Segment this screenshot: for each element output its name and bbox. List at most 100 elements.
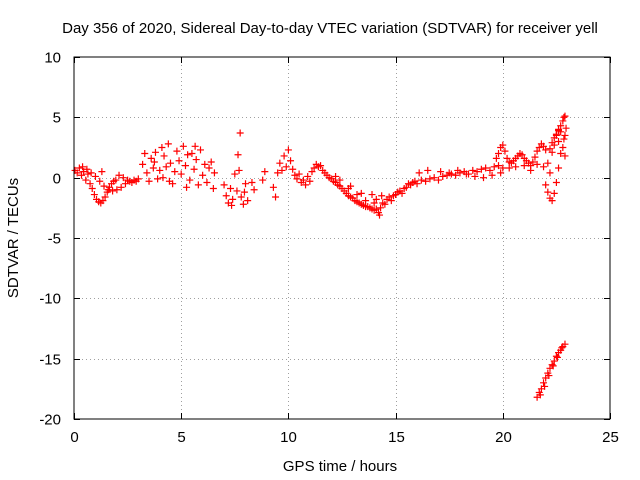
data-point [210, 169, 218, 177]
x-tick-labels: 0 5 10 15 20 25 [70, 429, 619, 446]
data-point [370, 199, 378, 207]
data-point [503, 154, 511, 162]
data-point [196, 146, 204, 154]
x-tick-label: 25 [602, 429, 619, 446]
data-point [445, 169, 453, 177]
data-point [207, 158, 215, 166]
data-point [151, 148, 159, 156]
data-point [164, 140, 172, 148]
data-point [240, 188, 248, 196]
data-point [87, 169, 95, 177]
data-point [192, 156, 200, 164]
data-point [82, 176, 90, 184]
x-tick-label: 20 [495, 429, 512, 446]
data-point [73, 169, 81, 177]
data-point [220, 181, 228, 189]
data-point [495, 162, 503, 170]
data-point [173, 147, 181, 155]
data-point [560, 135, 568, 143]
data-point [145, 177, 153, 185]
data-point [229, 195, 237, 203]
data-point [544, 159, 552, 167]
data-point [430, 174, 438, 182]
data-point [531, 153, 539, 161]
data-point [139, 160, 147, 168]
data-point [557, 122, 565, 130]
data-point [276, 159, 284, 167]
data-point [233, 187, 241, 195]
data-point [332, 172, 340, 180]
data-point [552, 352, 560, 360]
data-point [205, 164, 213, 172]
data-point [100, 182, 108, 190]
data-point [235, 166, 243, 174]
data-point [124, 176, 132, 184]
data-point [499, 164, 507, 172]
data-point [91, 172, 99, 180]
data-point [158, 144, 166, 151]
data-point [368, 191, 376, 199]
data-point [381, 200, 389, 208]
data-point [287, 157, 295, 165]
data-point [259, 176, 267, 184]
data-point [177, 170, 185, 178]
data-point [480, 174, 488, 182]
data-point [280, 152, 288, 160]
data-point [413, 180, 421, 188]
data-point [385, 193, 393, 201]
data-point [347, 182, 355, 190]
data-point [372, 195, 380, 203]
data-point [184, 151, 192, 159]
data-point [505, 164, 513, 172]
data-point [96, 177, 104, 185]
data-point [559, 117, 567, 125]
grid-lines [74, 57, 610, 419]
data-point [121, 180, 129, 188]
data-point [562, 124, 570, 132]
data-point [402, 183, 410, 191]
data-point [473, 168, 481, 176]
data-point [353, 191, 361, 199]
data-point [222, 192, 230, 200]
x-axis-label: GPS time / hours [283, 458, 397, 475]
y-tick-label: -20 [39, 412, 61, 429]
data-point [150, 158, 158, 166]
data-point [552, 131, 560, 139]
data-point [175, 157, 183, 165]
data-point [452, 171, 460, 179]
data-point [536, 391, 544, 399]
data-point [310, 164, 318, 172]
y-tick-label: -15 [39, 352, 61, 369]
x-tick-label: 10 [280, 429, 297, 446]
data-point [143, 169, 151, 177]
data-point [462, 170, 470, 178]
data-point [190, 165, 198, 173]
data-point [282, 163, 290, 171]
data-point [237, 193, 245, 201]
data-point [378, 192, 386, 200]
data-point [227, 185, 235, 193]
data-point [183, 183, 191, 191]
data-point [308, 168, 316, 176]
data-point [540, 163, 548, 171]
y-tick-label: 5 [53, 110, 61, 127]
data-point [248, 178, 256, 186]
data-point [86, 180, 94, 188]
data-point [548, 361, 556, 369]
data-point [162, 163, 170, 171]
tick-marks [74, 57, 611, 420]
data-point [557, 150, 565, 158]
data-point [490, 163, 498, 171]
data-point [156, 166, 164, 174]
data-point [299, 176, 307, 184]
data-point [78, 171, 86, 179]
data-point [471, 172, 479, 180]
data-point [555, 125, 563, 133]
data-point [115, 171, 123, 179]
data-point [486, 166, 494, 174]
data-point [88, 185, 96, 193]
data-point [272, 193, 280, 201]
data-point [529, 158, 537, 166]
data-point [434, 176, 442, 184]
data-point [561, 340, 569, 348]
